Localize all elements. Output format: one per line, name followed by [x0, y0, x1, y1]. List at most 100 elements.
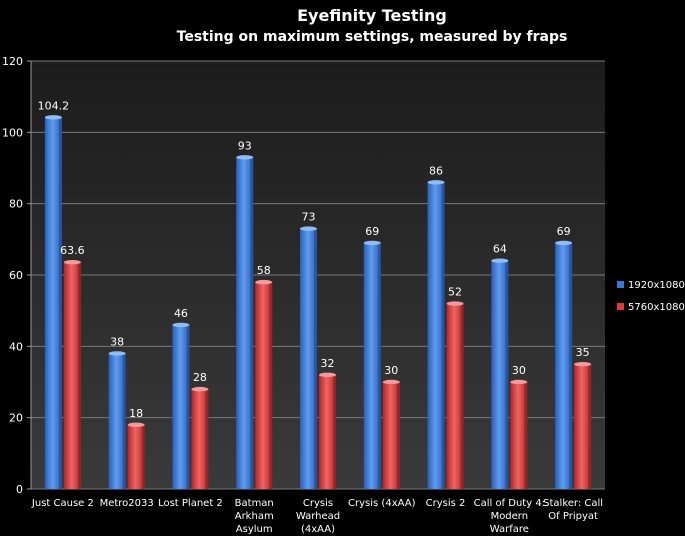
- legend-swatch: [617, 281, 624, 288]
- y-tick-label: 100: [2, 126, 23, 139]
- bar-top-cap: [555, 240, 573, 246]
- bar-top-cap: [44, 115, 62, 120]
- bar-top-cap: [510, 379, 528, 385]
- bar-side-shade: [141, 424, 145, 489]
- gridlines: [31, 60, 605, 490]
- bar-top-cap: [236, 155, 254, 160]
- legend-swatch: [617, 303, 624, 310]
- bar-side-shade: [377, 242, 381, 489]
- bar-side-shade: [77, 262, 81, 489]
- x-tick-label: Warhead: [296, 511, 340, 522]
- bar-side-shade: [58, 117, 62, 489]
- y-axis: 0 20 40 60 80 100 120: [2, 55, 32, 496]
- x-tick-label: Modern: [491, 511, 529, 522]
- y-tick-label: 20: [9, 412, 23, 425]
- y-tick-label: 120: [2, 55, 23, 68]
- bar-top-cap: [172, 322, 190, 328]
- bar-top-cap: [363, 240, 381, 246]
- x-tick-label: Crysis 2: [426, 498, 466, 509]
- x-tick-label: Warfare: [490, 524, 529, 535]
- bar-5760x1080-4: [319, 374, 336, 489]
- bar-top-cap: [300, 226, 317, 231]
- bar-5760x1080-7: [510, 382, 528, 489]
- data-label: 28: [193, 371, 207, 384]
- data-label: 104.2: [38, 99, 70, 112]
- bar-top-cap: [255, 279, 273, 285]
- data-label: 86: [429, 164, 443, 177]
- data-label: 30: [512, 364, 526, 377]
- x-tick-label: Batman: [235, 498, 274, 509]
- x-tick-label: Arkham: [235, 511, 274, 522]
- bar-side-shade: [588, 364, 592, 489]
- bar-side-shade: [524, 382, 528, 489]
- bar-1920x1080-3: [236, 157, 254, 490]
- bar-1920x1080-0: [44, 117, 62, 489]
- bar-side-shade: [460, 303, 464, 489]
- bar-top-cap: [427, 180, 445, 185]
- chart-title: Eyefinity Testing: [297, 6, 447, 25]
- bar-5760x1080-2: [191, 389, 209, 489]
- legend: 1920x1080 5760x1080: [617, 280, 685, 313]
- x-tick-label: Call of Duty 4:: [474, 498, 545, 509]
- bar-top-cap: [63, 259, 81, 265]
- bar-side-shade: [186, 324, 190, 489]
- x-axis: Just Cause 2 Metro2033 Lost Planet 2 Batman…: [31, 498, 603, 535]
- y-tick-label: 80: [9, 198, 23, 211]
- bar-1920x1080-5: [363, 242, 381, 489]
- bar-top-cap: [127, 422, 145, 427]
- bar-side-shade: [441, 182, 445, 489]
- x-tick-label: Just Cause 2: [31, 498, 94, 509]
- bar-1920x1080-8: [555, 242, 573, 489]
- bar-side-shade: [396, 382, 400, 489]
- bar-top-cap: [574, 361, 592, 367]
- x-tick-label: Crysis (4xAA): [348, 498, 416, 509]
- bar-side-shade: [250, 157, 254, 490]
- x-tick-label: Crysis: [303, 498, 333, 509]
- x-tick-label: (4xAA): [301, 524, 335, 535]
- legend-label: 1920x1080: [628, 280, 685, 291]
- y-tick-label: 40: [9, 340, 23, 353]
- bar-5760x1080-5: [382, 382, 400, 489]
- bar-5760x1080-1: [127, 424, 145, 489]
- bar-top-cap: [382, 379, 400, 385]
- y-tick-label: 0: [16, 483, 23, 496]
- data-label: 73: [302, 211, 316, 224]
- data-label: 63.6: [60, 244, 85, 257]
- bar-top-cap: [446, 301, 464, 306]
- y-tick-label: 60: [9, 269, 23, 282]
- data-label: 52: [448, 286, 462, 299]
- data-label: 30: [384, 364, 398, 377]
- bar-side-shade: [122, 353, 126, 489]
- bars: 104.2 63.6 38 18 46 28 93 58 73 32 69 30 86 52 64 30 69 3…: [38, 99, 592, 490]
- bar-side-shade: [569, 242, 573, 489]
- x-tick-label: Metro2033: [100, 498, 154, 509]
- data-label: 69: [365, 225, 379, 238]
- bar-side-shade: [269, 282, 273, 489]
- bar-5760x1080-0: [63, 262, 81, 489]
- bar-top-cap: [491, 258, 509, 263]
- bar-side-shade: [205, 389, 209, 489]
- data-label: 58: [257, 264, 271, 277]
- bar-5760x1080-8: [574, 364, 592, 489]
- bar-side-shade: [505, 260, 509, 489]
- data-label: 35: [576, 346, 590, 359]
- x-tick-label: Stalker: Call: [543, 498, 603, 509]
- bar-5760x1080-6: [446, 303, 464, 489]
- bar-1920x1080-1: [108, 353, 126, 489]
- x-tick-label: Asylum: [236, 524, 273, 535]
- legend-label: 5760x1080: [628, 302, 685, 313]
- x-tick-label: Lost Planet 2: [158, 498, 223, 509]
- data-label: 38: [110, 335, 124, 348]
- chart-subtitle: Testing on maximum settings, measured by…: [177, 29, 568, 45]
- data-label: 18: [129, 407, 143, 420]
- bar-1920x1080-4: [300, 228, 317, 489]
- bar-top-cap: [319, 372, 336, 378]
- bar-top-cap: [191, 386, 209, 392]
- x-tick-label: Of Pripyat: [548, 511, 598, 522]
- data-label: 46: [174, 307, 188, 320]
- bar-side-shade: [333, 374, 336, 489]
- data-label: 69: [557, 225, 571, 238]
- bar-side-shade: [314, 228, 317, 489]
- data-label: 32: [321, 357, 335, 370]
